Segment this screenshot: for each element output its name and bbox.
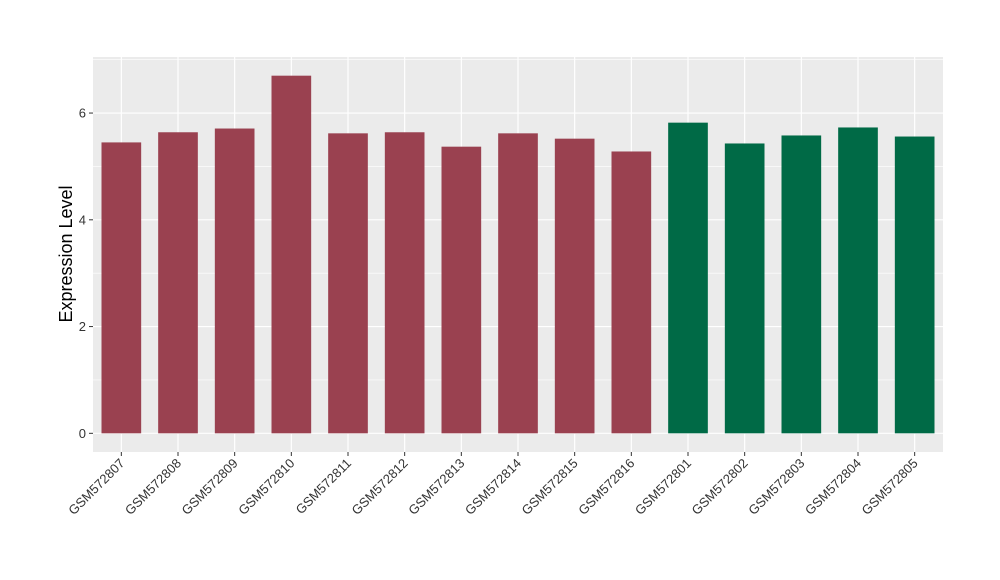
x-tick-label: GSM572810 [235,456,297,518]
bar-GSM572807 [101,142,142,434]
bar-GSM572801 [668,122,708,434]
bar-GSM572812 [384,132,425,434]
bar-GSM572803 [781,135,822,434]
bar-GSM572815 [554,138,595,434]
bars [101,75,935,434]
bar-GSM572811 [328,133,368,434]
x-tick-label: GSM572805 [859,456,921,518]
bar-GSM572805 [894,136,935,434]
x-tick-label: GSM572814 [462,456,524,518]
bar-GSM572804 [838,127,878,434]
bar-GSM572816 [611,151,652,434]
x-axis: GSM572807GSM572808GSM572809GSM572810GSM5… [65,452,921,518]
y-tick-label: 2 [79,319,86,334]
y-tick-label: 0 [79,426,86,441]
bar-GSM572809 [214,128,255,434]
bar-GSM572810 [271,75,312,434]
x-tick-label: GSM572802 [689,456,751,518]
y-axis-title: Expression Level [56,185,76,322]
bar-GSM572814 [498,133,538,434]
x-tick-label: GSM572807 [65,456,127,518]
bar-GSM572808 [158,132,198,434]
x-tick-label: GSM572815 [519,456,581,518]
x-tick-label: GSM572801 [632,456,694,518]
x-tick-label: GSM572803 [745,456,807,518]
y-axis: 0 2 4 6 [79,106,93,441]
x-tick-label: GSM572808 [122,456,184,518]
x-tick-label: GSM572811 [293,456,355,518]
x-tick-label: GSM572804 [802,456,864,518]
x-tick-label: GSM572812 [349,456,411,518]
x-tick-label: GSM572816 [575,456,637,518]
bar-GSM572802 [724,143,765,434]
x-tick-label: GSM572813 [405,456,467,518]
y-tick-label: 6 [79,106,86,121]
bar-GSM572813 [441,146,482,434]
x-tick-label: GSM572809 [179,456,241,518]
y-tick-label: 4 [79,212,86,227]
